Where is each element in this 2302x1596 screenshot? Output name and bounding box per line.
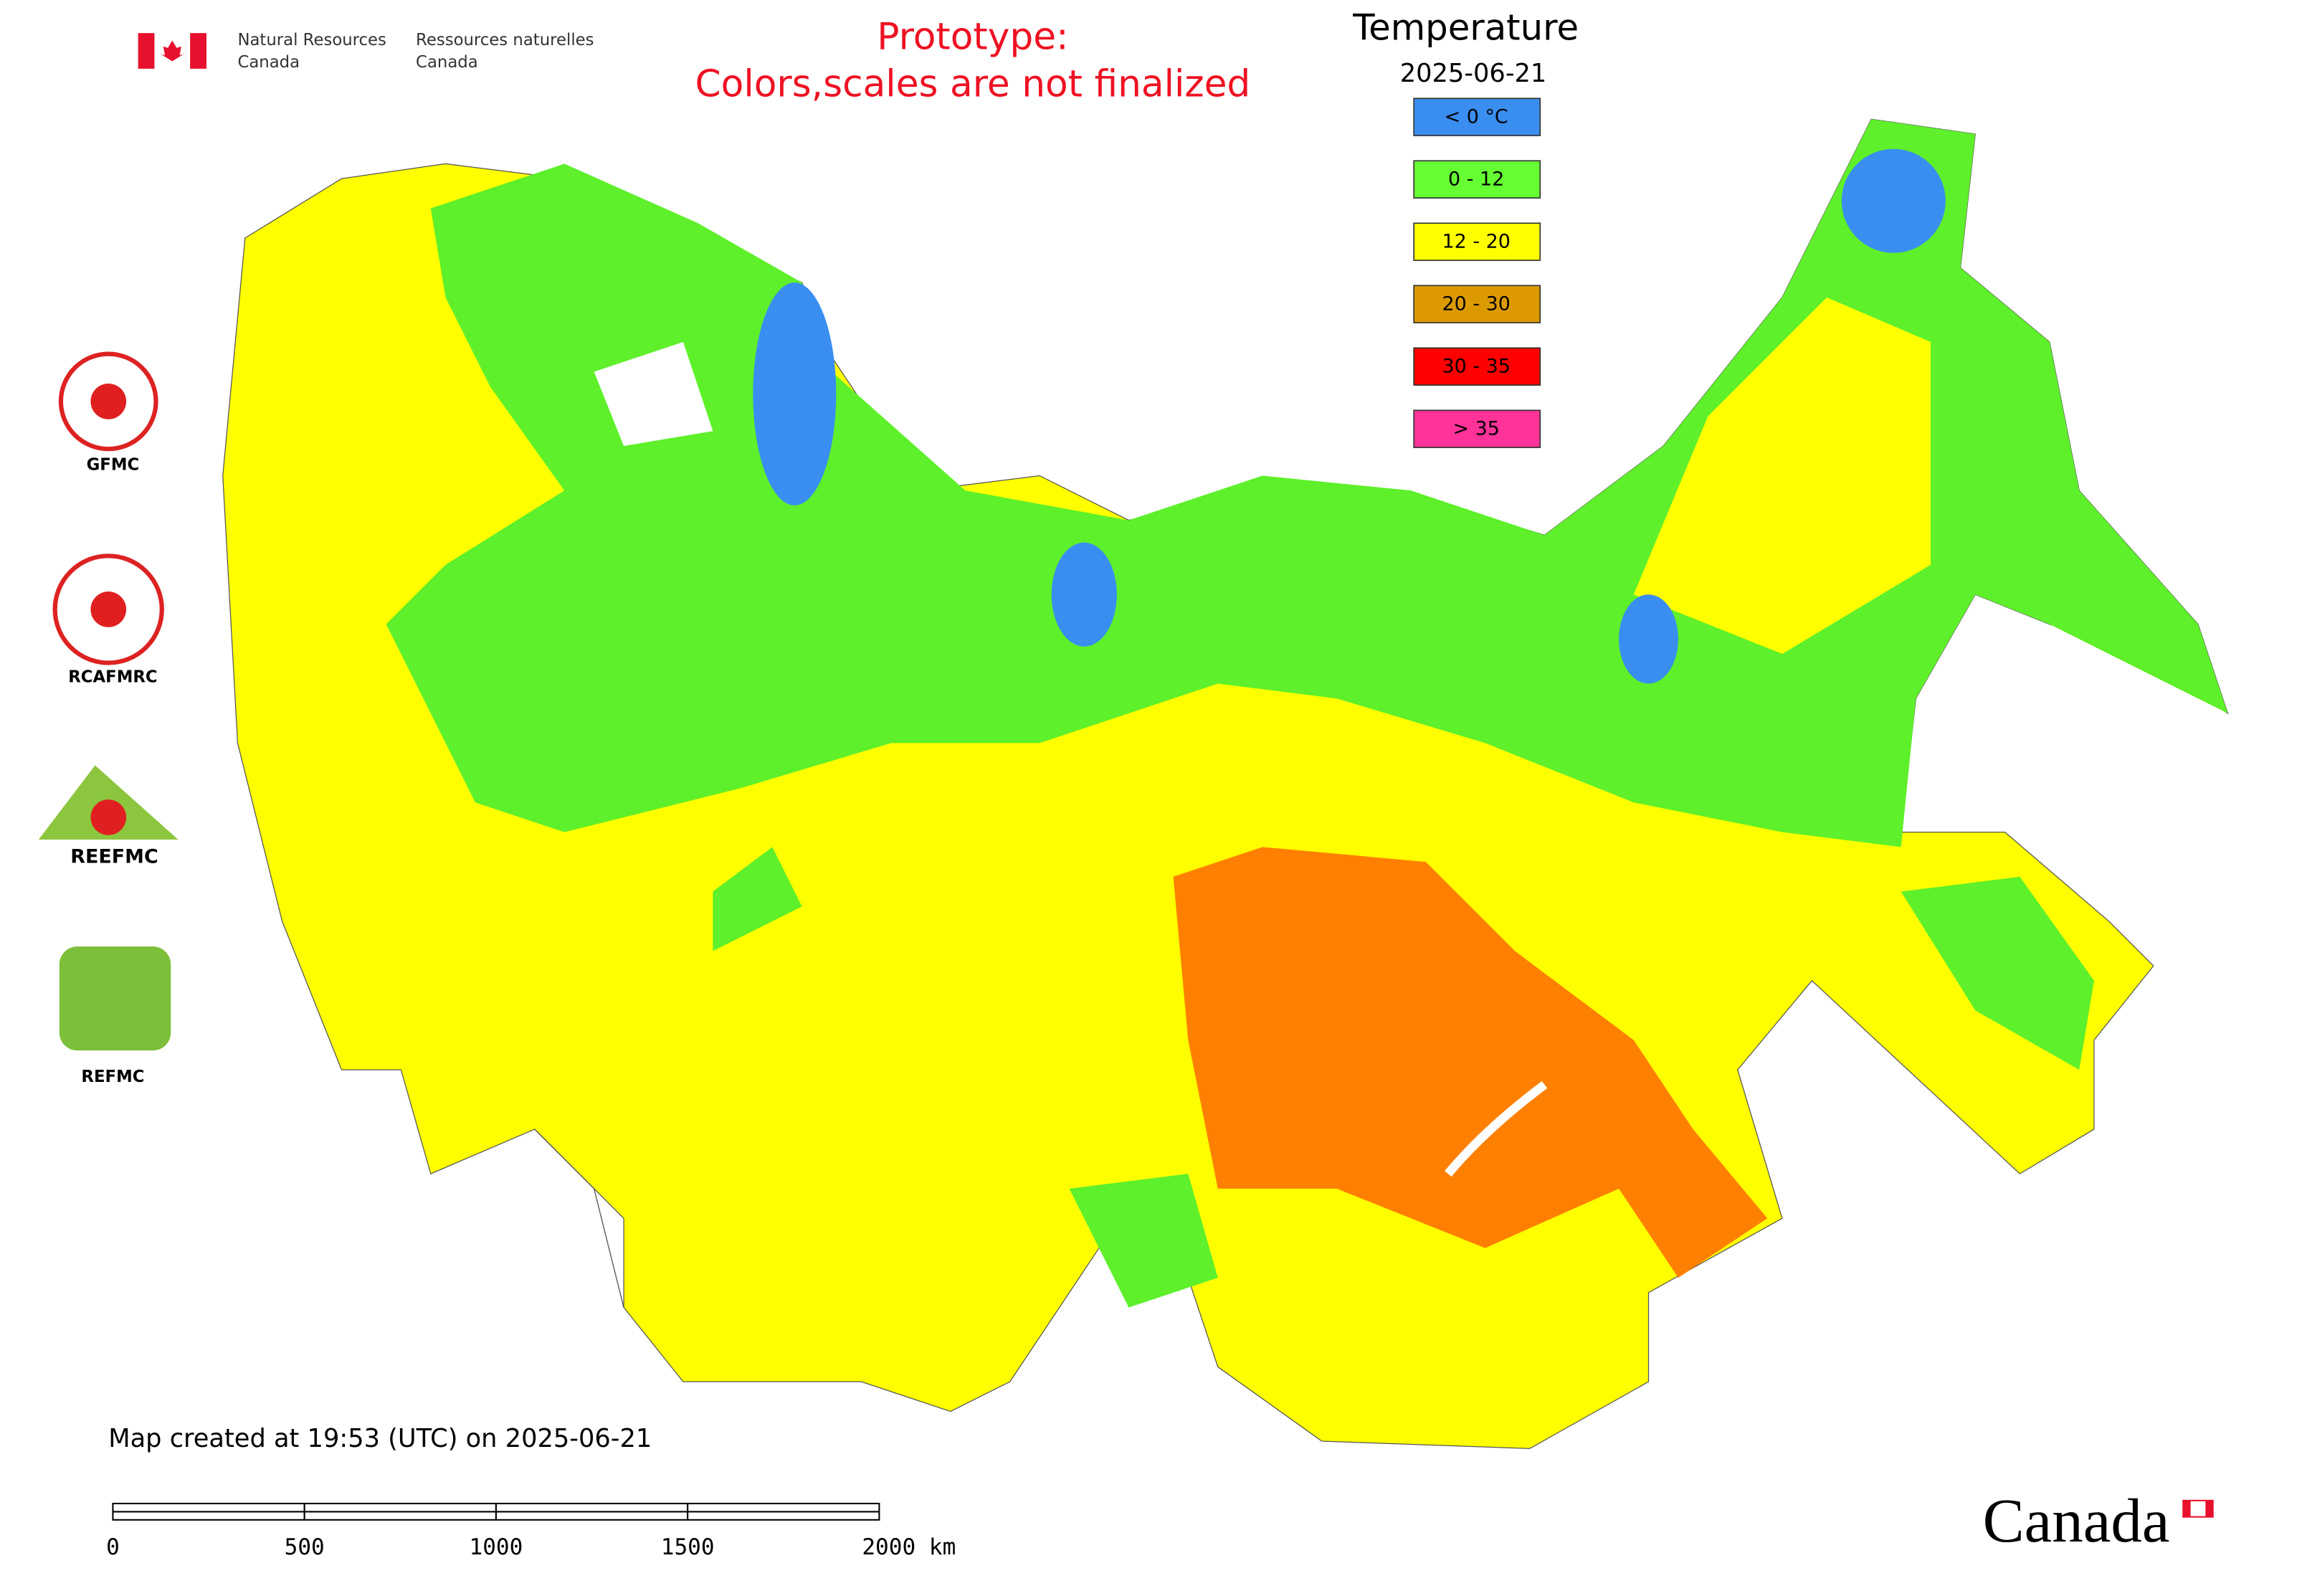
notice: Colors,scales are not finalized: [695, 63, 1251, 106]
logo-label: RCAFMRC: [68, 668, 157, 687]
scale-label: 2000 km: [862, 1534, 956, 1560]
agency-fr: Ressources naturelles: [416, 31, 594, 49]
legend-label: > 35: [1452, 418, 1499, 440]
legend: Temperature 2025-06-21 < 0 °C 0 - 12 12 - …: [1352, 6, 1579, 448]
logo-emblem: [59, 946, 171, 1051]
logo-label: REFMC: [81, 1068, 144, 1086]
legend-swatch: [1413, 409, 1541, 448]
logo-flame: [90, 799, 127, 835]
legend-swatch: [1413, 285, 1541, 323]
legend-date: 2025-06-21: [1400, 59, 1547, 88]
scale-label: 1000: [470, 1534, 523, 1560]
created-note: Map created at 19:53 (UTC) on 2025-06-21: [108, 1424, 652, 1453]
legend-label: < 0 °C: [1445, 106, 1508, 128]
legend-label: 0 - 12: [1448, 168, 1504, 191]
logo-label: REEFMC: [70, 845, 158, 868]
wordmark: Canada: [1983, 1486, 2170, 1555]
legend-swatch: [1413, 347, 1541, 386]
canada-flag: [138, 33, 206, 69]
scale-label: 500: [285, 1534, 325, 1560]
legend-label: 30 - 35: [1442, 356, 1511, 378]
logos: GFMC RCAFMRC REEFMC REFMC: [38, 351, 179, 1086]
logo-flame: [90, 592, 127, 627]
legend-swatch: [1413, 160, 1541, 199]
agency-en: Canada: [237, 53, 300, 72]
map-area: [222, 118, 2229, 1449]
legend-label: 20 - 30: [1442, 293, 1511, 315]
legend-swatch: [1413, 222, 1541, 261]
logo-label: GFMC: [87, 455, 140, 474]
legend-label: 12 - 20: [1442, 231, 1511, 253]
agency-en: Natural Resources: [237, 31, 386, 49]
logo-flame: [90, 384, 127, 419]
legend-title: Temperature: [1352, 6, 1579, 48]
legend-swatch: [1413, 98, 1541, 136]
scale-label: 1500: [661, 1534, 715, 1560]
canada-wordmark: Canada: [1983, 1486, 2214, 1555]
scale-label: 0: [106, 1534, 120, 1560]
notice: Prototype:: [877, 15, 1068, 58]
agency-fr: Canada: [416, 53, 478, 72]
scale-bar: 0 500 1000 1500 2000 km: [106, 1502, 956, 1560]
